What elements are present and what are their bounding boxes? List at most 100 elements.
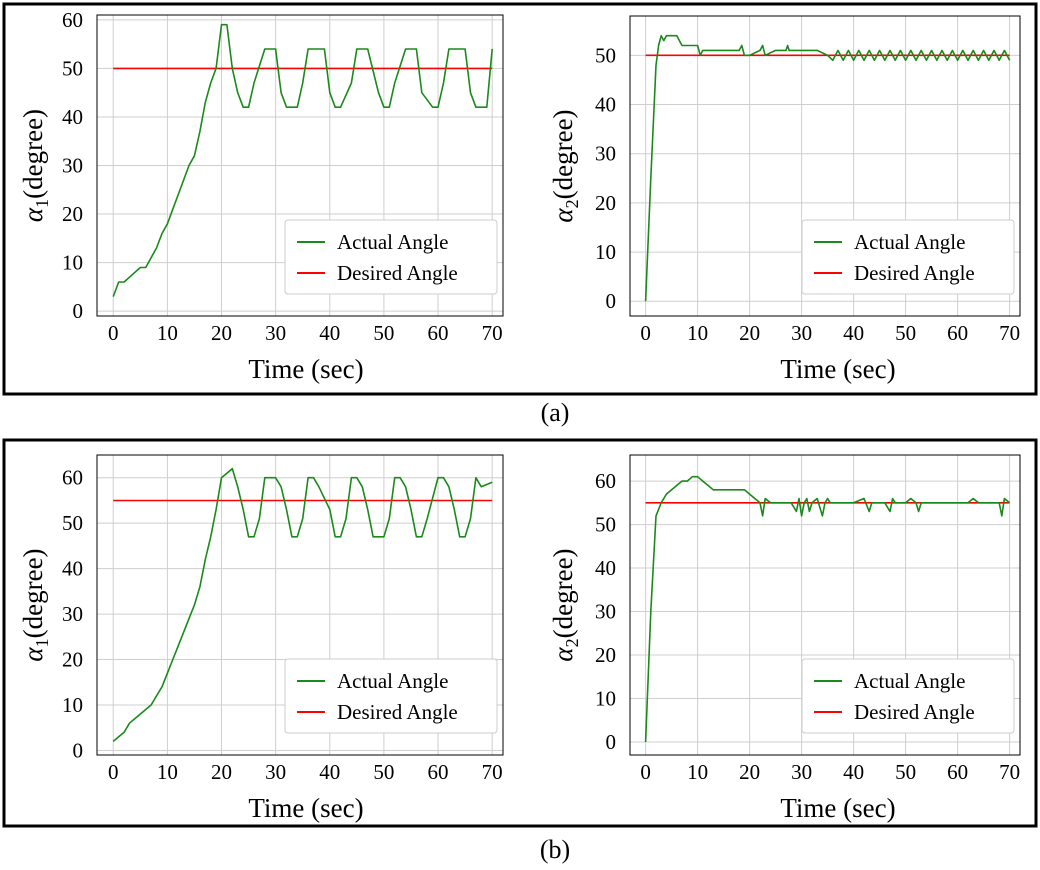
x-tick-label: 40 — [843, 321, 864, 345]
actual-angle-line — [644, 34, 1011, 302]
panel-a-caption: (a) — [541, 398, 570, 427]
y-tick-label: 0 — [73, 738, 84, 762]
legend-entry: Desired Angle — [337, 261, 458, 285]
y-tick-label: 10 — [595, 240, 616, 264]
x-axis-label: Time (sec) — [780, 793, 895, 823]
legend-entry: Desired Angle — [854, 261, 975, 285]
y-tick-label: 20 — [62, 202, 83, 226]
legend-box — [284, 658, 498, 734]
x-tick-label: 50 — [895, 321, 916, 345]
y-tick-label: 60 — [595, 469, 616, 493]
plot-frame — [96, 454, 504, 756]
x-tick-label: 60 — [428, 760, 449, 784]
legend: Actual Angle Desired Angle — [284, 658, 498, 734]
y-tick-label: 0 — [606, 289, 617, 313]
x-tick-label: 50 — [895, 760, 916, 784]
x-tick-label: 0 — [108, 321, 119, 345]
x-tick-label: 60 — [428, 321, 449, 345]
x-tick-label: 40 — [319, 760, 340, 784]
legend: Actual Angle Desired Angle — [801, 658, 1015, 734]
x-tick-label: 40 — [843, 760, 864, 784]
x-tick-label: 0 — [640, 760, 651, 784]
x-tick-label: 60 — [947, 321, 968, 345]
y-axis-label: α2(degree) — [548, 548, 582, 661]
x-tick-label: 70 — [999, 760, 1020, 784]
x-tick-label: 60 — [947, 760, 968, 784]
y-axis-unit: (degree) — [548, 548, 578, 638]
legend-entry: Desired Angle — [337, 700, 458, 724]
y-axis-symbol: α — [18, 647, 48, 662]
plot-frame — [629, 15, 1021, 317]
x-tick-label: 20 — [739, 760, 760, 784]
y-axis-unit: (degree) — [18, 548, 48, 638]
y-tick-label: 50 — [595, 513, 616, 537]
actual-angle-line — [112, 467, 493, 743]
y-axis-label: α2(degree) — [548, 109, 582, 222]
x-axis-label: Time (sec) — [248, 354, 363, 384]
x-tick-label: 70 — [999, 321, 1020, 345]
panel-b-border — [2, 438, 1038, 828]
y-axis-subscript: 1 — [32, 199, 52, 208]
y-tick-label: 60 — [62, 8, 83, 32]
y-axis-subscript: 2 — [562, 199, 582, 208]
y-axis-subscript: 2 — [562, 638, 582, 647]
panel-a-border — [2, 2, 1038, 396]
x-tick-label: 20 — [739, 321, 760, 345]
x-tick-label: 30 — [791, 760, 812, 784]
plot-frame — [96, 14, 504, 317]
x-tick-label: 50 — [373, 760, 394, 784]
y-axis-symbol: α — [548, 647, 578, 662]
y-tick-label: 20 — [62, 648, 83, 672]
x-tick-label: 10 — [157, 321, 178, 345]
x-tick-label: 70 — [482, 321, 503, 345]
y-tick-label: 50 — [62, 511, 83, 535]
legend: Actual Angle Desired Angle — [801, 219, 1015, 295]
y-tick-label: 30 — [595, 600, 616, 624]
x-tick-label: 30 — [265, 321, 286, 345]
y-axis-symbol: α — [18, 207, 48, 222]
legend-box — [801, 219, 1015, 295]
legend-entry: Actual Angle — [854, 669, 965, 693]
chart-1: 0 10 20 30 40 50 60 70 0 10 20 30 40 50 60 Time (sec) α1… — [18, 8, 504, 384]
x-tick-label: 10 — [687, 760, 708, 784]
x-tick-label: 40 — [319, 321, 340, 345]
y-tick-label: 30 — [595, 142, 616, 166]
y-axis-label: α1(degree) — [18, 109, 52, 222]
actual-angle-line — [644, 475, 1011, 743]
y-axis-subscript: 1 — [32, 638, 52, 647]
x-tick-label: 20 — [211, 760, 232, 784]
legend-entry: Actual Angle — [337, 230, 448, 254]
y-tick-label: 20 — [595, 191, 616, 215]
y-tick-label: 40 — [62, 105, 83, 129]
y-tick-label: 40 — [595, 93, 616, 117]
x-tick-label: 10 — [157, 760, 178, 784]
y-tick-label: 40 — [62, 557, 83, 581]
y-tick-label: 60 — [62, 466, 83, 490]
legend-entry: Actual Angle — [337, 669, 448, 693]
x-tick-label: 30 — [791, 321, 812, 345]
y-axis-symbol: α — [548, 208, 578, 223]
y-axis-label: α1(degree) — [18, 548, 52, 661]
x-axis-label: Time (sec) — [248, 793, 363, 823]
y-tick-label: 30 — [62, 602, 83, 626]
y-tick-label: 10 — [62, 693, 83, 717]
y-tick-label: 0 — [73, 299, 84, 323]
y-tick-label: 30 — [62, 154, 83, 178]
y-tick-label: 40 — [595, 556, 616, 580]
x-tick-label: 50 — [373, 321, 394, 345]
x-tick-label: 0 — [108, 760, 119, 784]
chart-4: 0 10 20 30 40 50 60 70 0 10 20 30 40 50 60 Time (sec) α2… — [548, 454, 1021, 823]
plot-frame — [629, 454, 1021, 756]
y-axis-unit: (degree) — [548, 109, 578, 199]
x-tick-label: 70 — [482, 760, 503, 784]
actual-angle-line — [112, 23, 493, 297]
y-tick-label: 50 — [62, 56, 83, 80]
legend-box — [801, 658, 1015, 734]
x-tick-label: 0 — [640, 321, 651, 345]
panel-b-caption: (b) — [540, 835, 570, 864]
x-tick-label: 20 — [211, 321, 232, 345]
y-tick-label: 20 — [595, 643, 616, 667]
legend-box — [284, 219, 498, 295]
